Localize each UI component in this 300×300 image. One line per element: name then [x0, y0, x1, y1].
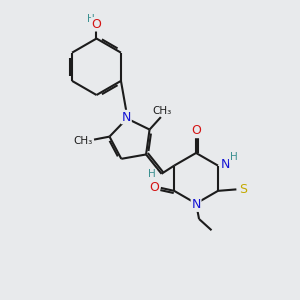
Text: H: H [87, 14, 95, 24]
Text: O: O [149, 182, 159, 194]
Text: N: N [122, 110, 131, 124]
Text: O: O [191, 124, 201, 137]
Text: H: H [148, 169, 156, 179]
Text: S: S [239, 183, 247, 196]
Text: O: O [92, 18, 101, 31]
Text: N: N [221, 158, 230, 171]
Text: H: H [230, 152, 237, 162]
Text: CH₃: CH₃ [73, 136, 92, 146]
Text: N: N [191, 198, 201, 211]
Text: CH₃: CH₃ [153, 106, 172, 116]
